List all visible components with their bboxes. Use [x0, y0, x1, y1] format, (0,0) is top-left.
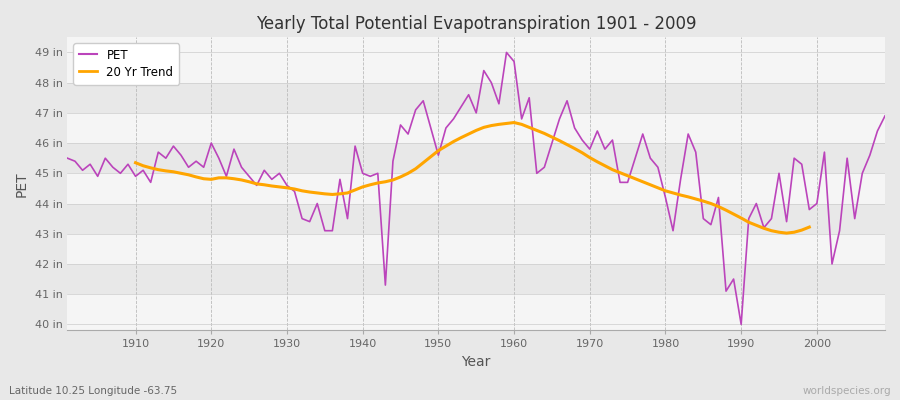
- Bar: [68, 264, 885, 294]
- Bar: [68, 173, 885, 204]
- Bar: [68, 234, 885, 264]
- Text: worldspecies.org: worldspecies.org: [803, 386, 891, 396]
- Bar: [68, 113, 885, 143]
- Bar: [68, 294, 885, 324]
- Bar: [68, 204, 885, 234]
- Legend: PET, 20 Yr Trend: PET, 20 Yr Trend: [73, 43, 179, 84]
- Text: Latitude 10.25 Longitude -63.75: Latitude 10.25 Longitude -63.75: [9, 386, 177, 396]
- Bar: [68, 52, 885, 83]
- X-axis label: Year: Year: [462, 355, 490, 369]
- Y-axis label: PET: PET: [15, 171, 29, 197]
- Title: Yearly Total Potential Evapotranspiration 1901 - 2009: Yearly Total Potential Evapotranspiratio…: [256, 15, 697, 33]
- Bar: [68, 83, 885, 113]
- Bar: [68, 143, 885, 173]
